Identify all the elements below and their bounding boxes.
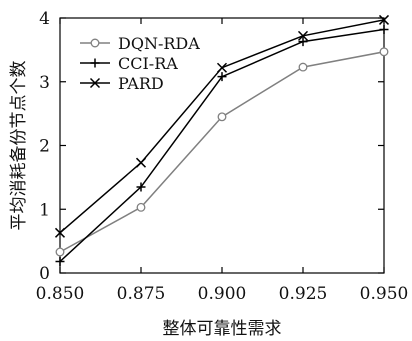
y-tick-label: 1 <box>39 200 50 220</box>
data-point-pard <box>297 30 309 41</box>
legend-marker <box>90 38 100 48</box>
data-point-pard <box>135 157 147 168</box>
axis-ticks: 0.850 0.875 0.900 0.925 0.950 0 1 2 3 4 <box>36 9 409 304</box>
x-axis-title: 整体可靠性需求 <box>163 319 282 339</box>
data-point-dqn-rda <box>136 202 146 212</box>
x-tick-label: 0.850 <box>36 284 85 304</box>
data-point-cci-ra <box>136 182 146 192</box>
data-point-dqn-rda <box>379 47 389 57</box>
data-point-pard <box>378 14 390 25</box>
y-tick-label: 4 <box>39 9 50 29</box>
x-tick-label: 0.875 <box>117 284 166 304</box>
x-tick-label: 0.950 <box>360 284 409 304</box>
data-point-dqn-rda <box>55 247 65 257</box>
data-point-dqn-rda <box>298 62 308 72</box>
data-point-cci-ra <box>217 72 227 82</box>
legend-label: DQN-RDA <box>118 34 200 53</box>
series-layer <box>54 14 390 267</box>
legend-item-cci-ra: CCI-RA <box>80 54 178 73</box>
data-point-pard <box>216 62 228 73</box>
legend-label: CCI-RA <box>118 54 178 73</box>
legend-item-pard: PARD <box>80 74 164 93</box>
legend-marker <box>90 58 100 68</box>
legend-item-dqn-rda: DQN-RDA <box>80 34 200 53</box>
data-point-pard <box>54 227 66 238</box>
y-tick-label: 3 <box>39 73 50 93</box>
data-point-cci-ra <box>298 37 308 47</box>
data-point-cci-ra <box>55 257 65 267</box>
y-tick-label: 2 <box>39 137 50 157</box>
legend-marker <box>89 77 101 89</box>
series-cci-ra <box>55 24 389 267</box>
plot-frame <box>59 17 385 274</box>
y-axis-title: 平均消耗备份节点个数 <box>9 61 29 231</box>
series-line-cci-ra <box>59 28 385 263</box>
data-point-cci-ra <box>379 24 389 34</box>
data-point-dqn-rda <box>217 112 227 122</box>
x-tick-label: 0.900 <box>198 284 247 304</box>
series-dqn-rda <box>55 47 389 257</box>
x-tick-label: 0.925 <box>279 284 328 304</box>
series-line-pard <box>59 19 385 234</box>
legend-label: PARD <box>118 74 164 93</box>
series-pard <box>54 14 390 238</box>
series-line-dqn-rda <box>59 51 385 253</box>
y-tick-label: 0 <box>39 264 50 284</box>
